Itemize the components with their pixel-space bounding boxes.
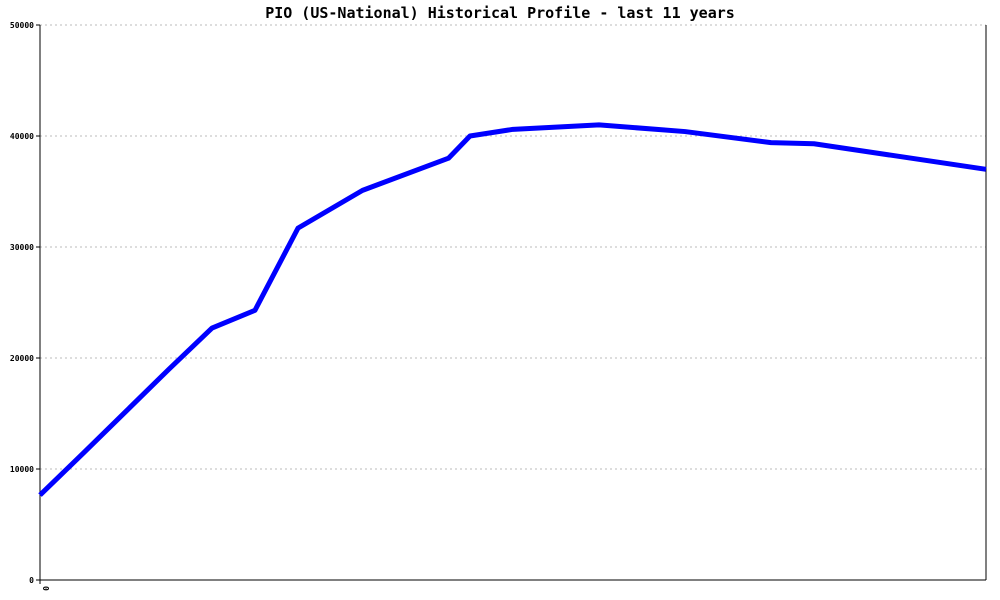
data-line [38,122,987,497]
y-tick-label: 40000 [10,132,34,141]
x-tick-label: 0 [41,586,50,591]
y-tick-label: 10000 [10,465,34,474]
y-tick-label: 30000 [10,243,34,252]
y-tick-label: 0 [29,576,34,585]
chart-title: PIO (US-National) Historical Profile - l… [265,4,735,22]
y-tick-label: 20000 [10,354,34,363]
y-tick-label: 50000 [10,21,34,30]
